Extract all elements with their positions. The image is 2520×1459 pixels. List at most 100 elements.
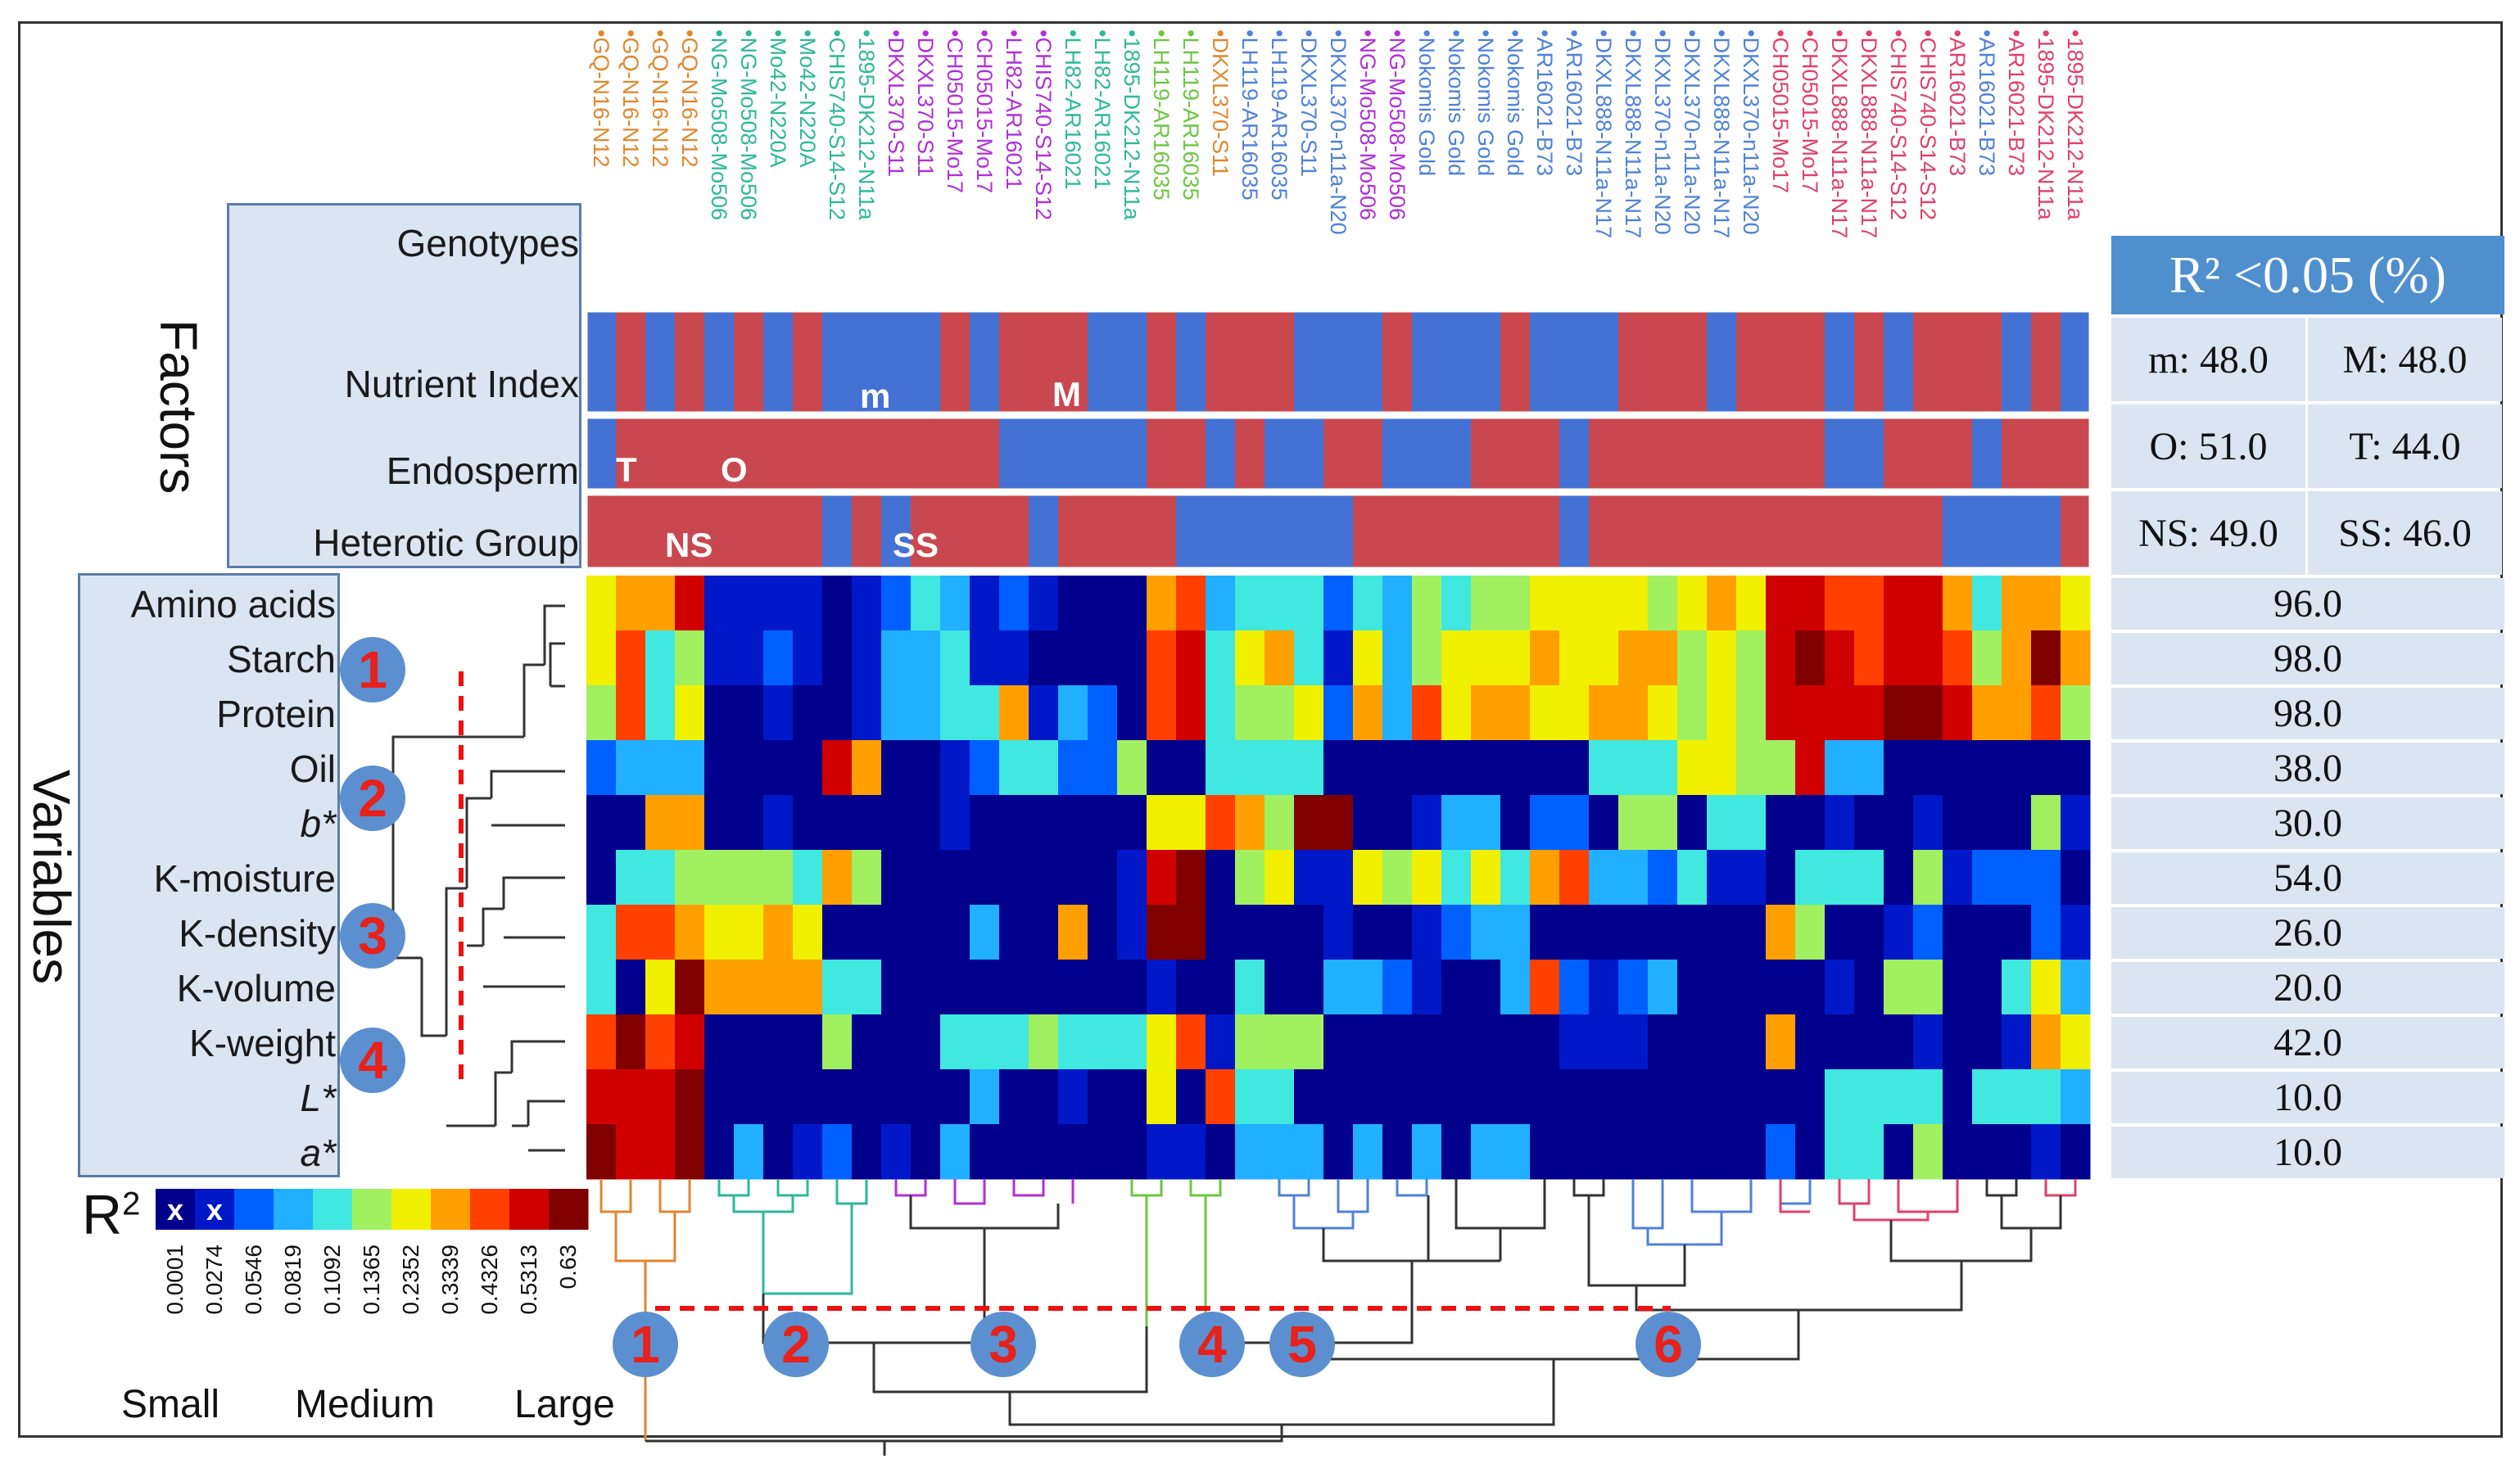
- heatmap-cell: [852, 740, 882, 796]
- heatmap-cell: [1206, 1014, 1236, 1070]
- legend-tick-label: 0.4326: [477, 1244, 502, 1315]
- factor-bar-nutrient-index-cell: [1088, 311, 1118, 413]
- heatmap-cell: [1500, 685, 1531, 741]
- factor-bar-nutrient-index-cell: [1530, 311, 1560, 413]
- heatmap-cell: [1972, 740, 2002, 796]
- heatmap-cell: [1147, 685, 1177, 741]
- heatmap-cell: [1854, 960, 1884, 1015]
- heatmap-cell: [1235, 850, 1265, 906]
- legend-tick-label: 0.5313: [516, 1244, 541, 1315]
- heatmap-cell: [1795, 1069, 1826, 1125]
- heatmap-cell: [1677, 905, 1708, 960]
- heatmap-cell: [1854, 1069, 1884, 1125]
- heatmap-cell: [1412, 576, 1442, 631]
- heatmap-cell: [970, 850, 1000, 906]
- factor-bar-heterotic-cell: [2031, 495, 2061, 568]
- factor-bar-nutrient-index-cell: [1206, 311, 1236, 413]
- heatmap-cell: [2002, 905, 2032, 960]
- heatmap-cell: [1088, 740, 1118, 796]
- factor-bar-nutrient-index-cell: [1736, 311, 1767, 413]
- genotype-label: •LH119-AR16035: [1179, 29, 1203, 201]
- heatmap-cell: [1648, 795, 1678, 851]
- heatmap-cell: [675, 1069, 705, 1125]
- factor-bar-heterotic-cell: [1589, 495, 1619, 568]
- col-cluster-3: 3: [970, 1312, 1036, 1377]
- heatmap-cell: [675, 630, 705, 686]
- factor-bar-endosperm-cell: [1972, 418, 2002, 490]
- heatmap-cell: [1972, 795, 2002, 851]
- genotype-label: •CHIS740-S14-S12: [1916, 29, 1940, 221]
- heatmap-cell: [1323, 1014, 1354, 1070]
- factor-bar-nutrient-index-cell: [675, 311, 705, 413]
- heatmap-cell: [675, 795, 705, 851]
- heatmap-cell: [940, 1014, 970, 1070]
- heatmap-cell: [1943, 1069, 1973, 1125]
- heatmap-cell: [1530, 685, 1560, 741]
- heatmap-cell: [1618, 576, 1649, 631]
- heatmap-cell: [1972, 576, 2002, 631]
- legend-swatch: [352, 1189, 392, 1230]
- heatmap-cell: [1677, 1124, 1708, 1180]
- heatmap-cell: [586, 1014, 617, 1070]
- heatmap-cell: [675, 1014, 705, 1070]
- heatmap-cell: [586, 576, 617, 631]
- table-variable-cell: 10.0: [2111, 1127, 2504, 1178]
- heatmap-cell: [704, 685, 735, 741]
- col-cluster-2: 2: [763, 1312, 829, 1377]
- factor-bar-heterotic-cell: [1382, 495, 1413, 568]
- heatmap-cell: [1618, 1069, 1649, 1125]
- genotype-label: •DKXL888-N11a-N17: [1857, 29, 1881, 239]
- heatmap-cell: [1235, 1124, 1265, 1180]
- legend-r2-label: R2: [82, 1184, 141, 1246]
- heatmap-cell: [1825, 1124, 1855, 1180]
- heatmap-cell: [734, 685, 764, 741]
- heatmap-cell: [970, 905, 1000, 960]
- factor-bar-endosperm-cell: [1677, 418, 1708, 490]
- heatmap-cell: [763, 905, 794, 960]
- heatmap-cell: [1471, 630, 1501, 686]
- heatmap-cell: [970, 1014, 1000, 1070]
- heatmap-cell: [1412, 795, 1442, 851]
- factor-bar-nutrient-index-cell: [1176, 311, 1206, 413]
- heatmap-cell: [1353, 630, 1383, 686]
- heatmap-cell: [1412, 850, 1442, 906]
- heatmap-cell: [1353, 740, 1383, 796]
- factor-bar-endosperm-cell: [763, 418, 794, 490]
- heatmap-cell: [1353, 1124, 1383, 1180]
- heatmap-cell: [1943, 1124, 1973, 1180]
- factor-bar-heterotic-cell: [1147, 495, 1177, 568]
- heatmap-cell: [1854, 905, 1884, 960]
- heatmap-cell: [645, 740, 676, 796]
- factor-bar-heterotic-cell: [1088, 495, 1118, 568]
- heatmap-cell: [645, 850, 676, 906]
- heatmap-cell: [999, 960, 1029, 1015]
- factor-bar-nutrient-index-cell: [1323, 311, 1354, 413]
- factor-bar-heterotic-cell: [675, 495, 705, 568]
- heatmap-cell: [1589, 576, 1619, 631]
- heatmap-cell: [1176, 1124, 1206, 1180]
- legend-tick-label: 0.1092: [319, 1244, 345, 1315]
- heatmap-cell: [1088, 1124, 1118, 1180]
- genotype-label: •DKXL370-S11: [1296, 29, 1321, 178]
- heatmap-cell: [586, 685, 617, 741]
- factor-bar-endosperm-cell: [1323, 418, 1354, 490]
- heatmap-cell: [1147, 1069, 1177, 1125]
- heatmap-cell: [1412, 1014, 1442, 1070]
- heatmap-cell: [1972, 960, 2002, 1015]
- heatmap-cell: [1530, 1124, 1560, 1180]
- factor-bar-heterotic-cell: [1884, 495, 1914, 568]
- factor-bar-nutrient-index-cell: [1589, 311, 1619, 413]
- heatmap-cell: [1707, 576, 1737, 631]
- heatmap-cell: [586, 630, 617, 686]
- factor-bar-nutrient-index-cell: [1618, 311, 1649, 413]
- row-cluster-3: 3: [340, 903, 405, 969]
- variable-label-k-moisture: K-moisture: [153, 857, 336, 900]
- heatmap-cell: [1147, 905, 1177, 960]
- heatmap-cell: [1176, 795, 1206, 851]
- factor-bar-heterotic-cell: [1795, 495, 1826, 568]
- genotype-label: •NG-Mo508-Mo506: [736, 29, 761, 221]
- heatmap-cell: [1088, 685, 1118, 741]
- heatmap-cell: [822, 1069, 853, 1125]
- heatmap-cell: [675, 960, 705, 1015]
- genotype-label: •AR16021-B73: [1532, 29, 1557, 177]
